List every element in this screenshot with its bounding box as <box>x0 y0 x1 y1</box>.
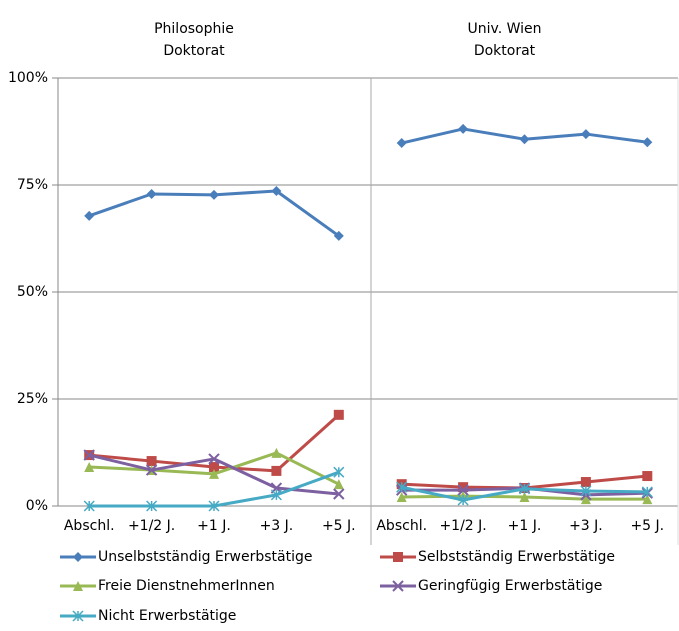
marker <box>146 456 157 467</box>
marker <box>458 482 469 493</box>
x-tick-label: +1 J. <box>508 518 542 534</box>
x-tick-label: +1/2 J. <box>439 518 486 534</box>
marker <box>458 123 469 134</box>
marker <box>457 494 469 506</box>
marker <box>271 185 282 196</box>
marker <box>580 129 591 140</box>
x-tick-label: +5 J. <box>630 518 664 534</box>
marker <box>83 500 95 512</box>
y-tick-label: 25% <box>17 391 48 407</box>
marker <box>393 552 403 562</box>
marker <box>518 483 531 495</box>
legend-label: Freie DienstnehmerInnen <box>98 578 275 594</box>
legend-label: Unselbstständig Erwerbstätige <box>98 549 312 565</box>
marker <box>145 464 158 476</box>
marker <box>333 466 345 478</box>
y-tick-label: 0% <box>26 498 48 514</box>
marker <box>84 210 95 221</box>
marker <box>146 188 157 199</box>
marker <box>84 462 95 473</box>
legend-label: Geringfügig Erwerbstätige <box>418 578 602 594</box>
x-tick-label: +3 J. <box>569 518 603 534</box>
marker <box>580 477 591 488</box>
marker <box>73 581 83 591</box>
legend-label: Nicht Erwerbstätige <box>98 608 236 624</box>
marker <box>642 137 653 148</box>
marker <box>208 453 220 465</box>
x-tick-label: +1/2 J. <box>128 518 175 534</box>
marker <box>641 486 653 498</box>
marker <box>396 138 407 149</box>
marker <box>208 500 220 512</box>
x-tick-label: +3 J. <box>260 518 294 534</box>
marker <box>333 488 345 500</box>
marker <box>333 230 344 241</box>
marker <box>209 462 219 473</box>
marker <box>519 134 530 145</box>
marker <box>333 479 344 490</box>
marker <box>83 449 95 461</box>
marker <box>392 580 404 592</box>
marker <box>519 492 530 503</box>
panel-title: Philosophie <box>154 21 234 37</box>
marker <box>396 492 407 503</box>
marker <box>271 465 282 476</box>
marker <box>457 484 469 496</box>
panel-title: Doktorat <box>474 43 536 59</box>
marker <box>642 471 653 482</box>
marker <box>72 610 84 622</box>
marker <box>209 468 219 479</box>
marker <box>396 481 408 493</box>
marker <box>333 409 344 420</box>
marker <box>146 500 158 512</box>
x-tick-label: +1 J. <box>197 518 231 534</box>
panel-title: Doktorat <box>163 43 225 59</box>
marker <box>270 489 282 501</box>
y-tick-label: 100% <box>8 70 48 86</box>
marker <box>642 494 653 505</box>
x-tick-label: Abschl. <box>376 518 427 534</box>
marker <box>580 494 591 505</box>
legend-label: Selbstständig Erwerbstätige <box>418 549 615 565</box>
marker <box>209 189 219 200</box>
y-tick-label: 50% <box>17 284 48 300</box>
marker <box>73 552 83 562</box>
x-tick-label: +5 J. <box>322 518 356 534</box>
marker <box>271 447 282 458</box>
marker <box>580 485 592 497</box>
y-tick-label: 75% <box>17 177 48 193</box>
x-tick-label: Abschl. <box>64 518 115 534</box>
panel-title: Univ. Wien <box>467 21 541 37</box>
